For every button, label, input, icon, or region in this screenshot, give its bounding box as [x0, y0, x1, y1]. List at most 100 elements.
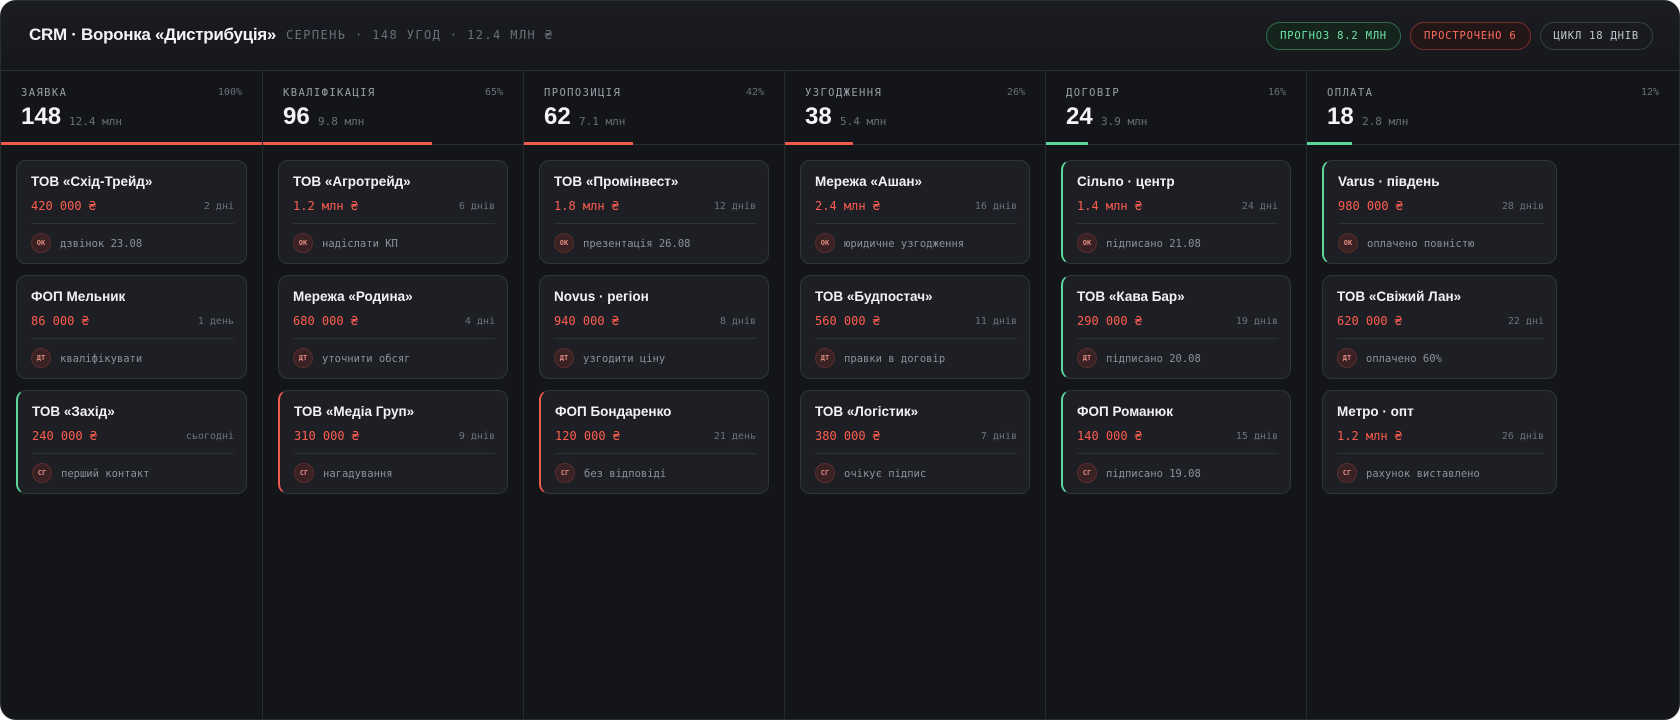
avatar: ДТ	[31, 348, 51, 368]
deal-amount: 290 000 ₴	[1077, 314, 1143, 328]
column-percent: 100%	[217, 87, 242, 98]
deal-amount: 240 000 ₴	[32, 429, 98, 443]
column-header[interactable]: ПРОПОЗИЦІЯ 42% 62 7.1 млн	[524, 71, 784, 145]
overdue-badge[interactable]: ПРОСТРОЧЕНО 6	[1409, 22, 1531, 50]
avatar: ОК	[554, 233, 574, 253]
column-header[interactable]: КВАЛІФІКАЦІЯ 65% 96 9.8 млн	[263, 71, 523, 145]
deal-amount: 1.8 млн ₴	[554, 199, 620, 213]
card-divider	[31, 223, 234, 224]
column-header[interactable]: ОПЛАТА 12% 18 2.8 млн	[1307, 71, 1679, 145]
pipeline-column: ПРОПОЗИЦІЯ 42% 62 7.1 млн ТОВ «Промінвест» 1.…	[524, 71, 785, 719]
column-sum: 2.8 млн	[1362, 115, 1409, 128]
pipeline-board: ЗАЯВКА 100% 148 12.4 млн ТОВ «Схід-Трейд» 420…	[1, 71, 1679, 719]
deal-card[interactable]: Метро · опт 1.2 млн ₴ 26 днів СГ рахунок вис…	[1322, 390, 1557, 494]
deal-card[interactable]: ФОП Романюк 140 000 ₴ 15 днів СГ підписано 1…	[1061, 390, 1291, 494]
column-sum: 12.4 млн	[69, 115, 122, 128]
deal-amount: 310 000 ₴	[294, 429, 360, 443]
deal-card[interactable]: ФОП Мельник 86 000 ₴ 1 день ДТ кваліфікувати	[16, 275, 247, 379]
deal-card[interactable]: Varus · південь 980 000 ₴ 28 днів ОК оплачен…	[1322, 160, 1557, 264]
card-divider	[815, 223, 1017, 224]
deal-card[interactable]: ФОП Бондаренко 120 000 ₴ 21 день СГ без відп…	[539, 390, 769, 494]
deal-next-step: оплачено 60%	[1366, 353, 1442, 365]
deal-next-step: узгодити ціну	[583, 353, 666, 365]
deal-name: ТОВ «Свіжий Лан»	[1337, 289, 1462, 304]
deal-name: ФОП Мельник	[31, 289, 126, 304]
deal-card[interactable]: ТОВ «Будпостач» 560 000 ₴ 11 днів ДТ правки …	[800, 275, 1030, 379]
deal-amount: 680 000 ₴	[293, 314, 359, 328]
column-percent: 65%	[484, 87, 503, 98]
card-divider	[554, 338, 756, 339]
deal-card[interactable]: ТОВ «Логістик» 380 000 ₴ 7 днів СГ очікує пі…	[800, 390, 1030, 494]
deal-card[interactable]: ТОВ «Захід» 240 000 ₴ сьогодні СГ перший кон…	[16, 390, 247, 494]
deal-next-step: без відповіді	[584, 468, 667, 480]
card-divider	[294, 453, 495, 454]
pipeline-column: УЗГОДЖЕННЯ 26% 38 5.4 млн Мережа «Ашан» 2.4 м…	[785, 71, 1046, 719]
avatar: ДТ	[1077, 348, 1097, 368]
pipeline-column: ЗАЯВКА 100% 148 12.4 млн ТОВ «Схід-Трейд» 420…	[1, 71, 263, 719]
card-divider	[32, 453, 234, 454]
column-sum: 3.9 млн	[1101, 115, 1148, 128]
card-divider	[1077, 453, 1278, 454]
forecast-badge[interactable]: ПРОГНОЗ 8.2 МЛН	[1266, 22, 1401, 50]
deal-age: 12 днів	[713, 201, 756, 212]
deal-card[interactable]: ТОВ «Промінвест» 1.8 млн ₴ 12 днів ОК презен…	[539, 160, 769, 264]
card-divider	[1077, 223, 1278, 224]
deal-card[interactable]: Сільпо · центр 1.4 млн ₴ 24 дні ОК підписано…	[1061, 160, 1291, 264]
card-list: ТОВ «Промінвест» 1.8 млн ₴ 12 днів ОК презен…	[539, 160, 769, 505]
deal-next-step: оплачено повністю	[1367, 238, 1475, 250]
avatar: СГ	[1077, 463, 1097, 483]
deal-card[interactable]: ТОВ «Схід-Трейд» 420 000 ₴ 2 дні ОК дзвінок …	[16, 160, 247, 264]
deal-next-step: правки в договір	[844, 353, 946, 365]
column-percent: 12%	[1640, 87, 1659, 98]
column-count: 148	[21, 103, 62, 130]
card-divider	[293, 223, 495, 224]
deal-name: ТОВ «Агротрейд»	[293, 174, 411, 189]
pipeline-column: КВАЛІФІКАЦІЯ 65% 96 9.8 млн ТОВ «Агротрейд» 1…	[263, 71, 524, 719]
deal-name: ФОП Романюк	[1077, 404, 1173, 419]
column-progress-bar	[785, 142, 853, 145]
deal-age: 16 днів	[974, 201, 1017, 212]
card-divider	[815, 338, 1017, 339]
deal-age: 28 днів	[1501, 201, 1544, 212]
deal-card[interactable]: Novus · регіон 940 000 ₴ 8 днів ДТ узгодити …	[539, 275, 769, 379]
deal-age: 26 днів	[1501, 431, 1544, 442]
deal-age: 21 день	[713, 431, 756, 442]
card-divider	[554, 223, 756, 224]
deal-card[interactable]: Мережа «Ашан» 2.4 млн ₴ 16 днів ОК юридичне …	[800, 160, 1030, 264]
deal-card[interactable]: ТОВ «Кава Бар» 290 000 ₴ 19 днів ДТ підписан…	[1061, 275, 1291, 379]
deal-card[interactable]: ТОВ «Медіа Груп» 310 000 ₴ 9 днів СГ нагадув…	[278, 390, 508, 494]
deal-name: ТОВ «Логістик»	[815, 404, 919, 419]
deal-amount: 120 000 ₴	[555, 429, 621, 443]
card-list: Varus · південь 980 000 ₴ 28 днів ОК оплачен…	[1322, 160, 1557, 505]
deal-next-step: перший контакт	[61, 468, 150, 480]
column-title: УЗГОДЖЕННЯ	[805, 87, 883, 99]
deal-card[interactable]: Мережа «Родина» 680 000 ₴ 4 дні ДТ уточнити …	[278, 275, 508, 379]
column-title: ДОГОВІР	[1066, 87, 1121, 99]
card-divider	[1077, 338, 1278, 339]
deal-amount: 1.2 млн ₴	[293, 199, 359, 213]
avatar: СГ	[32, 463, 52, 483]
column-sum: 7.1 млн	[579, 115, 626, 128]
column-header[interactable]: ДОГОВІР 16% 24 3.9 млн	[1046, 71, 1306, 145]
column-progress-bar	[524, 142, 633, 145]
deal-name: Сільпо · центр	[1077, 174, 1175, 189]
deal-next-step: підписано 20.08	[1106, 353, 1201, 365]
cycle-badge[interactable]: ЦИКЛ 18 ДНІВ	[1539, 22, 1653, 50]
deal-name: ТОВ «Захід»	[32, 404, 115, 419]
deal-amount: 980 000 ₴	[1338, 199, 1404, 213]
deal-name: ФОП Бондаренко	[555, 404, 672, 419]
deal-name: ТОВ «Схід-Трейд»	[31, 174, 153, 189]
column-title: ПРОПОЗИЦІЯ	[544, 87, 622, 99]
column-header[interactable]: ЗАЯВКА 100% 148 12.4 млн	[1, 71, 262, 145]
deal-name: Varus · південь	[1338, 174, 1440, 189]
column-header[interactable]: УЗГОДЖЕННЯ 26% 38 5.4 млн	[785, 71, 1045, 145]
deal-card[interactable]: ТОВ «Агротрейд» 1.2 млн ₴ 6 днів ОК надіслат…	[278, 160, 508, 264]
deal-next-step: рахунок виставлено	[1366, 468, 1480, 480]
deal-age: 6 днів	[458, 201, 495, 212]
deal-name: Novus · регіон	[554, 289, 649, 304]
deal-amount: 140 000 ₴	[1077, 429, 1143, 443]
column-count: 24	[1066, 103, 1093, 130]
page-title: CRM · Воронка «Дистрибуція»	[29, 25, 277, 44]
deal-card[interactable]: ТОВ «Свіжий Лан» 620 000 ₴ 22 дні ДТ оплачен…	[1322, 275, 1557, 379]
